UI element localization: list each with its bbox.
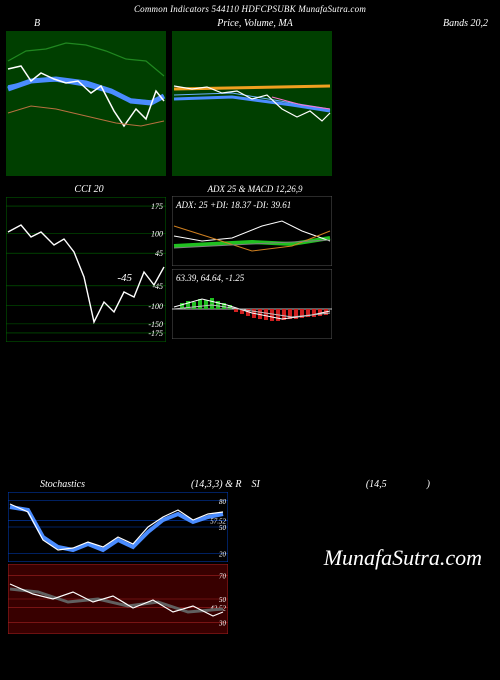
row-stoch-label: Stochastics (14,3,3) & R SI (14,5 ) <box>0 477 500 492</box>
title-adx-macd: ADX 25 & MACD 12,26,9 <box>172 182 338 196</box>
chart-price-center <box>172 31 332 176</box>
chart-cci: 175 100 45 -45 -100 -150-175 -45 <box>6 197 166 342</box>
label-params-mid: (14,3,3) & R SI <box>191 479 260 490</box>
svg-text:-45: -45 <box>152 282 163 291</box>
svg-text:63.39, 64.64, -1.25: 63.39, 64.64, -1.25 <box>176 273 245 283</box>
chart-stochastics: 8057.525020 <box>8 492 228 562</box>
label-params-right: (14,5 ) <box>366 479 490 490</box>
svg-text:-150: -150 <box>148 320 163 329</box>
page-header: Common Indicators 544110 HDFCPSUBK Munaf… <box>0 0 500 16</box>
row-price: B Price, Volume, MA Bands 20,2 <box>0 16 500 176</box>
svg-text:50: 50 <box>219 596 227 604</box>
svg-text:-45: -45 <box>117 272 132 284</box>
chart-adx: ADX: 25 +DI: 18.37 -DI: 39.61 <box>172 196 332 266</box>
svg-text:-175: -175 <box>148 329 163 338</box>
chart-rsi: 705042.5230 <box>8 564 228 634</box>
chart-macd: 63.39, 64.64, -1.25 <box>172 269 332 339</box>
title-b: B <box>6 16 172 31</box>
title-price-ma: Price, Volume, MA <box>172 16 338 31</box>
title-cci: CCI 20 <box>6 182 172 197</box>
svg-text:ADX: 25 +DI: 18.37 -DI: 39.61: ADX: 25 +DI: 18.37 -DI: 39.61 <box>175 200 291 210</box>
svg-text:70: 70 <box>219 573 227 581</box>
svg-text:-100: -100 <box>148 302 163 311</box>
svg-text:45: 45 <box>155 249 163 258</box>
row-stoch: 8057.525020 705042.5230 <box>0 492 500 634</box>
svg-text:50: 50 <box>219 524 227 532</box>
title-bands: Bands 20,2 <box>338 16 494 31</box>
spacer <box>0 342 500 477</box>
row-cci-adx: CCI 20 175 100 45 -45 -100 -150-175 -45 ADX 25… <box>0 176 500 342</box>
svg-text:30: 30 <box>218 619 227 627</box>
svg-text:100: 100 <box>151 229 163 238</box>
chart-price-left <box>6 31 166 176</box>
svg-text:175: 175 <box>151 202 163 211</box>
svg-text:80: 80 <box>219 498 227 506</box>
svg-text:20: 20 <box>219 550 227 558</box>
label-stochastics: Stochastics <box>10 479 85 490</box>
